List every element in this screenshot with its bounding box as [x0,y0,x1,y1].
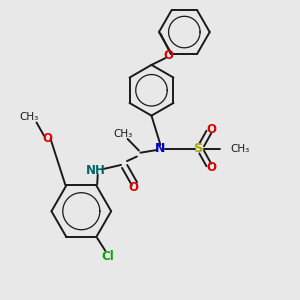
Text: O: O [206,123,216,136]
Text: O: O [163,50,173,62]
Text: NH: NH [86,164,106,177]
Text: S: S [194,142,204,155]
Text: CH₃: CH₃ [113,129,133,139]
Text: CH₃: CH₃ [231,143,250,154]
Text: O: O [206,161,216,174]
Text: O: O [129,181,139,194]
Text: N: N [155,142,166,155]
Text: O: O [42,132,52,145]
Text: CH₃: CH₃ [20,112,39,122]
Text: Cl: Cl [102,250,115,262]
